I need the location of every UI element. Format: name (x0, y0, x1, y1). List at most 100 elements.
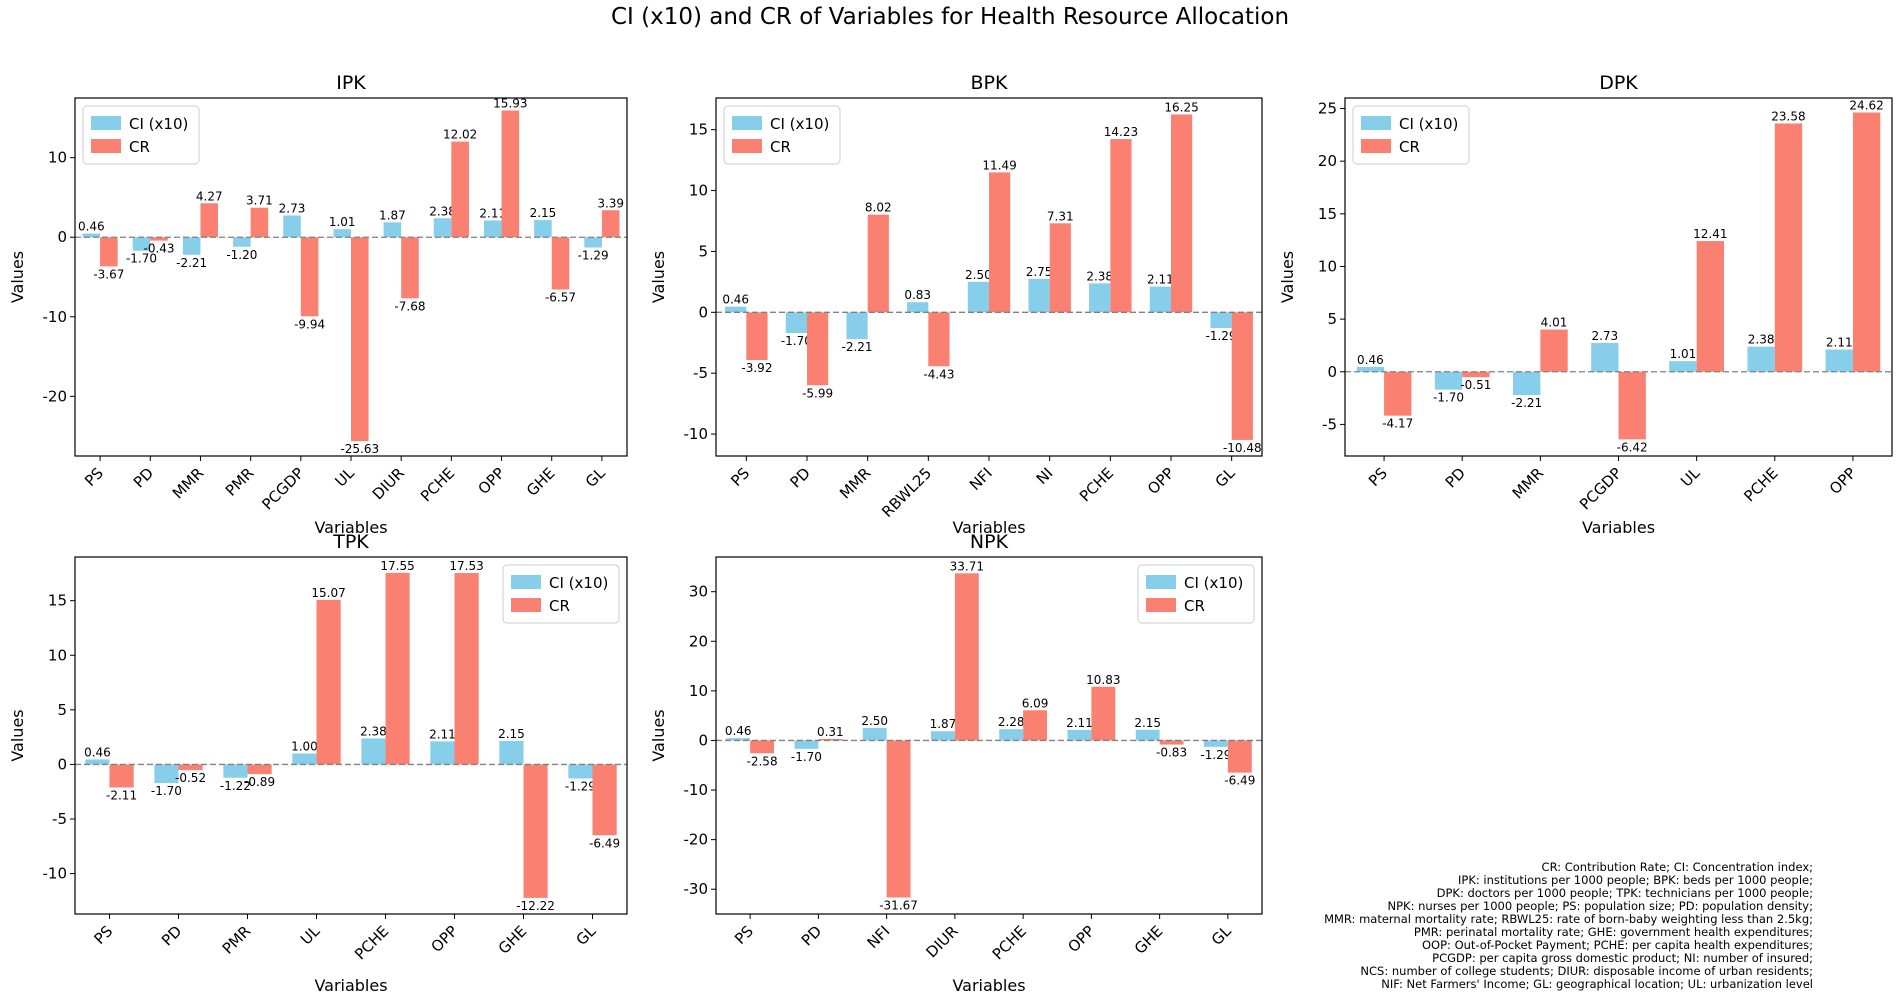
x-axis-label: Variables (952, 518, 1025, 537)
note-line: MMR: maternal mortality rate; RBWL25: ra… (1324, 912, 1813, 926)
x-tick-label: GL (572, 922, 599, 949)
value-label-cr: -7.68 (394, 299, 425, 313)
value-label-ci: 1.01 (1670, 347, 1697, 361)
x-tick-label: PS (1365, 464, 1391, 490)
bar-ci-mmr (1513, 371, 1541, 396)
bar-cr-ps (750, 740, 775, 754)
value-label-cr: -0.51 (1460, 378, 1491, 392)
legend-swatch (732, 116, 762, 130)
y-tick-label: 10 (48, 149, 67, 167)
value-label-cr: 4.01 (1541, 316, 1568, 330)
bar-ci-pd (1434, 371, 1463, 390)
bar-ci-pche (1089, 283, 1111, 313)
x-tick-label: OPP (1144, 464, 1178, 498)
value-label-ci: 2.11 (479, 206, 506, 220)
subplot-title-npk: NPK (970, 531, 1009, 553)
y-tick-label: -5 (52, 810, 67, 828)
value-label-cr: 16.25 (1164, 100, 1198, 114)
bar-cr-opp (1171, 114, 1193, 313)
value-label-cr: 3.39 (597, 196, 624, 210)
bar-ci-pche (999, 729, 1024, 741)
bar-cr-nfi (886, 740, 911, 898)
legend-swatch (511, 575, 541, 589)
x-tick-label: PCGDP (258, 464, 307, 513)
value-label-ci: 2.11 (1826, 336, 1853, 350)
note-line: NCS: number of college students; DIUR: d… (1360, 964, 1813, 978)
legend-swatch (1146, 575, 1176, 589)
value-label-ci: 1.00 (291, 740, 318, 754)
value-label-cr: 33.71 (950, 559, 984, 573)
bar-cr-pche (1023, 710, 1048, 741)
x-tick-label: PD (130, 464, 157, 491)
y-tick-label: -20 (43, 387, 68, 405)
x-axis-label: Variables (952, 976, 1025, 995)
value-label-cr: -3.92 (741, 361, 772, 375)
bar-cr-gl (1231, 312, 1253, 440)
bar-ci-gl (1210, 312, 1232, 329)
subplot-npk: NPK 0.46 -1.70 2.50 1.87 2.28 2.11 2.15 -1.29 -2.… (649, 531, 1263, 995)
x-tick-label: PCHE (1740, 464, 1781, 505)
y-tick-label: 25 (1318, 100, 1337, 118)
bar-cr-gl (601, 210, 620, 238)
bar-cr-pcgdp (1618, 371, 1646, 440)
value-label-cr: 4.27 (196, 189, 223, 203)
x-tick-label: UL (297, 922, 324, 949)
value-label-cr: 24.62 (1849, 99, 1883, 113)
bar-ci-opp (483, 220, 502, 238)
y-tick-label: 10 (689, 682, 708, 700)
y-axis-label: Values (649, 251, 668, 303)
bar-cr-pd (178, 764, 203, 771)
bar-ci-pcgdp (1591, 343, 1619, 372)
legend-swatch (1361, 116, 1391, 130)
note-line: PMR: perinatal mortality rate; GHE: gove… (1414, 925, 1813, 939)
bar-ci-ps (1356, 366, 1385, 372)
bar-cr-ps (746, 312, 768, 361)
note-line: OOP: Out-of-Pocket Payment; PCHE: per ca… (1422, 938, 1813, 952)
bar-cr-ghe (551, 237, 570, 290)
bar-ci-gl (568, 764, 593, 779)
x-tick-label: OPP (1064, 922, 1098, 956)
value-label-ci: 2.38 (1086, 269, 1113, 283)
value-label-cr: 15.93 (493, 96, 527, 110)
value-label-ci: 0.46 (84, 745, 111, 759)
x-tick-label: PS (90, 922, 116, 948)
bar-cr-ps (100, 237, 118, 267)
legend-label: CR (1184, 597, 1205, 615)
value-label-ci: -1.29 (578, 248, 609, 262)
y-tick-label: 10 (689, 182, 708, 200)
x-tick-label: MMR (836, 464, 874, 502)
bar-ci-pmr (223, 764, 248, 778)
value-label-ci: -1.70 (126, 252, 157, 266)
value-label-cr: -4.43 (923, 367, 954, 381)
legend-swatch (732, 139, 762, 153)
x-tick-label: DIUR (923, 922, 962, 961)
value-label-cr: -3.67 (93, 267, 124, 281)
value-label-cr: -2.58 (747, 754, 778, 768)
subplot-title-bpk: BPK (971, 72, 1008, 94)
legend: CI (x10) CR (1137, 564, 1255, 624)
x-tick-label: NI (1033, 464, 1057, 488)
subplot-title-tpk: TPK (332, 531, 369, 553)
value-label-ci: -1.70 (151, 784, 182, 798)
x-tick-label: GHE (495, 922, 531, 958)
bar-cr-gl (592, 764, 617, 836)
axes-frame (74, 556, 628, 915)
bar-ci-diur (930, 731, 955, 741)
value-label-cr: 14.23 (1104, 125, 1138, 139)
x-tick-label: PD (1442, 464, 1469, 491)
value-label-ci: -1.29 (565, 780, 596, 794)
y-axis-label: Values (8, 709, 27, 761)
y-tick-label: 0 (57, 755, 67, 773)
bar-cr-pd (150, 237, 168, 241)
x-tick-label: PD (787, 464, 814, 491)
legend-swatch (1361, 139, 1391, 153)
subplot-bpk: BPK 0.46 -1.70 -2.21 0.83 2.50 2.75 2.38 2.11 -1.… (649, 72, 1263, 537)
y-tick-label: 10 (48, 646, 67, 664)
value-label-ci: 2.73 (1591, 329, 1618, 343)
x-tick-label: NFI (966, 464, 996, 494)
y-tick-label: 15 (689, 121, 708, 139)
value-label-cr: -10.48 (1223, 441, 1262, 455)
bar-cr-diur (401, 237, 419, 299)
y-tick-label: 30 (689, 583, 708, 601)
